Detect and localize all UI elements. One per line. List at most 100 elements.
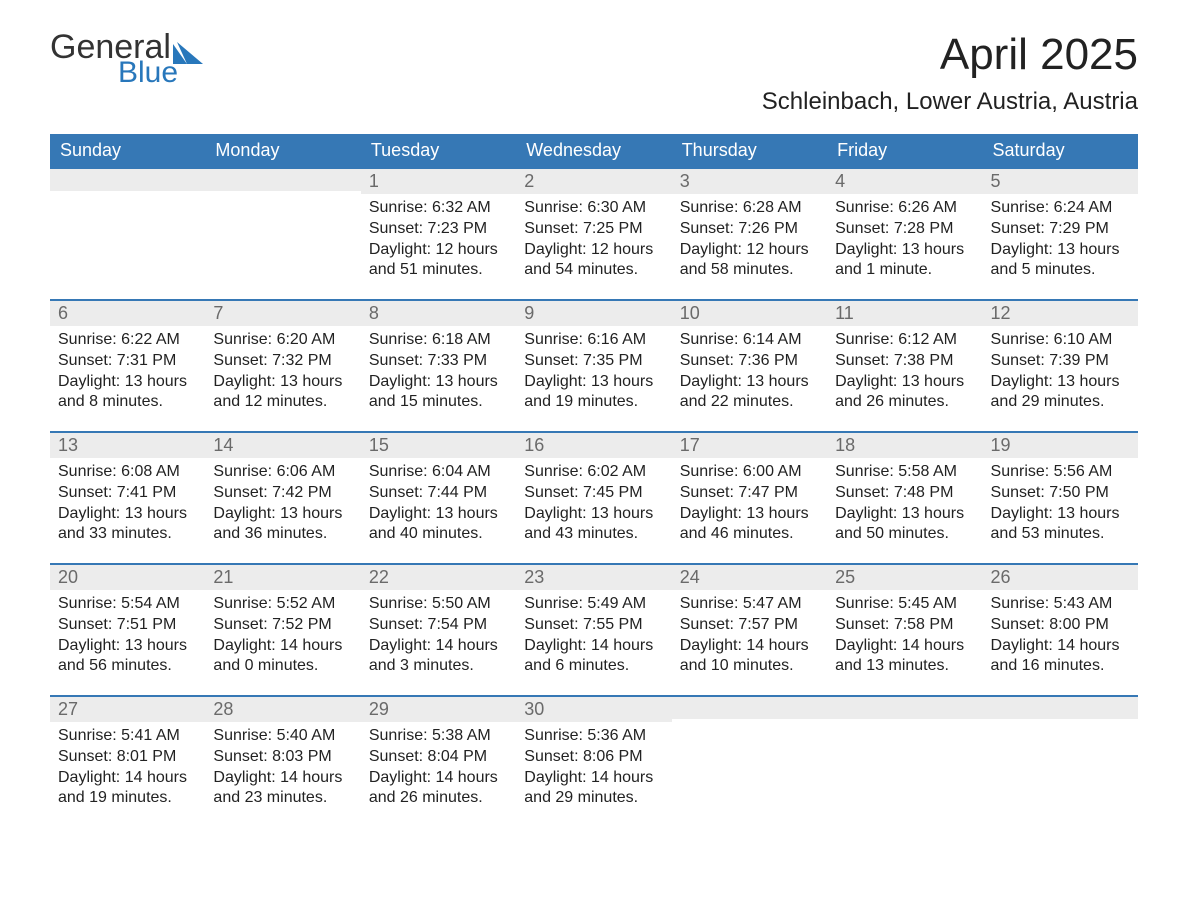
day-number: 27: [50, 697, 205, 722]
sunrise-line: Sunrise: 6:28 AM: [680, 198, 819, 219]
day-number: 22: [361, 565, 516, 590]
sunset-line: Sunset: 7:39 PM: [991, 351, 1130, 372]
logo-word2: Blue: [118, 58, 203, 88]
daylight-line-2: and 58 minutes.: [680, 260, 819, 281]
calendar-cell: 25Sunrise: 5:45 AMSunset: 7:58 PMDayligh…: [827, 564, 982, 696]
day-content: Sunrise: 5:52 AMSunset: 7:52 PMDaylight:…: [205, 590, 360, 685]
day-content: Sunrise: 6:02 AMSunset: 7:45 PMDaylight:…: [516, 458, 671, 553]
sunset-line: Sunset: 7:52 PM: [213, 615, 352, 636]
day-number: 23: [516, 565, 671, 590]
day-number: 11: [827, 301, 982, 326]
sunrise-line: Sunrise: 5:43 AM: [991, 594, 1130, 615]
day-number: [50, 169, 205, 191]
sunset-line: Sunset: 7:31 PM: [58, 351, 197, 372]
sunset-line: Sunset: 8:03 PM: [213, 747, 352, 768]
daylight-line-1: Daylight: 14 hours: [991, 636, 1130, 657]
daylight-line-2: and 13 minutes.: [835, 656, 974, 677]
day-content: Sunrise: 6:24 AMSunset: 7:29 PMDaylight:…: [983, 194, 1138, 289]
day-number: [827, 697, 982, 719]
day-number: 14: [205, 433, 360, 458]
sunset-line: Sunset: 7:57 PM: [680, 615, 819, 636]
daylight-line-1: Daylight: 13 hours: [58, 372, 197, 393]
day-content: Sunrise: 5:36 AMSunset: 8:06 PMDaylight:…: [516, 722, 671, 817]
calendar-header-row: Sunday Monday Tuesday Wednesday Thursday…: [50, 134, 1138, 168]
sunset-line: Sunset: 7:42 PM: [213, 483, 352, 504]
day-content: Sunrise: 5:40 AMSunset: 8:03 PMDaylight:…: [205, 722, 360, 817]
sunset-line: Sunset: 8:06 PM: [524, 747, 663, 768]
day-content: Sunrise: 6:28 AMSunset: 7:26 PMDaylight:…: [672, 194, 827, 289]
day-number: 6: [50, 301, 205, 326]
calendar-week-row: 27Sunrise: 5:41 AMSunset: 8:01 PMDayligh…: [50, 696, 1138, 827]
day-number: 17: [672, 433, 827, 458]
sunrise-line: Sunrise: 6:32 AM: [369, 198, 508, 219]
daylight-line-1: Daylight: 14 hours: [524, 636, 663, 657]
calendar-cell: 1Sunrise: 6:32 AMSunset: 7:23 PMDaylight…: [361, 168, 516, 300]
day-number: 10: [672, 301, 827, 326]
day-content: Sunrise: 6:00 AMSunset: 7:47 PMDaylight:…: [672, 458, 827, 553]
daylight-line-2: and 26 minutes.: [369, 788, 508, 809]
daylight-line-1: Daylight: 13 hours: [369, 372, 508, 393]
day-number: 13: [50, 433, 205, 458]
calendar-cell: 28Sunrise: 5:40 AMSunset: 8:03 PMDayligh…: [205, 696, 360, 827]
sunrise-line: Sunrise: 6:14 AM: [680, 330, 819, 351]
daylight-line-1: Daylight: 13 hours: [991, 372, 1130, 393]
day-number: 26: [983, 565, 1138, 590]
day-number: 4: [827, 169, 982, 194]
day-content: Sunrise: 5:56 AMSunset: 7:50 PMDaylight:…: [983, 458, 1138, 553]
day-number: 18: [827, 433, 982, 458]
daylight-line-1: Daylight: 13 hours: [991, 504, 1130, 525]
day-header: Thursday: [672, 134, 827, 168]
daylight-line-1: Daylight: 12 hours: [680, 240, 819, 261]
daylight-line-1: Daylight: 13 hours: [835, 504, 974, 525]
sunset-line: Sunset: 7:55 PM: [524, 615, 663, 636]
daylight-line-1: Daylight: 13 hours: [58, 504, 197, 525]
calendar-cell: 5Sunrise: 6:24 AMSunset: 7:29 PMDaylight…: [983, 168, 1138, 300]
calendar-cell: 26Sunrise: 5:43 AMSunset: 8:00 PMDayligh…: [983, 564, 1138, 696]
calendar-cell: 23 Sunrise: 5:49 AMSunset: 7:55 PMDayligh…: [516, 564, 671, 696]
calendar-cell: 21Sunrise: 5:52 AMSunset: 7:52 PMDayligh…: [205, 564, 360, 696]
sunrise-line: Sunrise: 5:45 AM: [835, 594, 974, 615]
sunrise-line: Sunrise: 5:49 AM: [524, 594, 663, 615]
calendar-cell: [205, 168, 360, 300]
day-number: 24: [672, 565, 827, 590]
day-number: 12: [983, 301, 1138, 326]
calendar-cell: 19Sunrise: 5:56 AMSunset: 7:50 PMDayligh…: [983, 432, 1138, 564]
calendar-cell: 7Sunrise: 6:20 AMSunset: 7:32 PMDaylight…: [205, 300, 360, 432]
calendar-cell: 24Sunrise: 5:47 AMSunset: 7:57 PMDayligh…: [672, 564, 827, 696]
sunrise-line: Sunrise: 6:08 AM: [58, 462, 197, 483]
sunset-line: Sunset: 7:38 PM: [835, 351, 974, 372]
day-content: Sunrise: 5:47 AMSunset: 7:57 PMDaylight:…: [672, 590, 827, 685]
day-number: 16: [516, 433, 671, 458]
calendar-week-row: 13Sunrise: 6:08 AMSunset: 7:41 PMDayligh…: [50, 432, 1138, 564]
day-content: Sunrise: 6:30 AMSunset: 7:25 PMDaylight:…: [516, 194, 671, 289]
daylight-line-2: and 3 minutes.: [369, 656, 508, 677]
daylight-line-2: and 53 minutes.: [991, 524, 1130, 545]
sunset-line: Sunset: 8:04 PM: [369, 747, 508, 768]
daylight-line-1: Daylight: 13 hours: [524, 372, 663, 393]
calendar-cell: 3Sunrise: 6:28 AMSunset: 7:26 PMDaylight…: [672, 168, 827, 300]
daylight-line-1: Daylight: 13 hours: [369, 504, 508, 525]
sunrise-line: Sunrise: 6:16 AM: [524, 330, 663, 351]
sunrise-line: Sunrise: 5:38 AM: [369, 726, 508, 747]
sunset-line: Sunset: 7:41 PM: [58, 483, 197, 504]
day-number: 30: [516, 697, 671, 722]
daylight-line-1: Daylight: 13 hours: [680, 372, 819, 393]
daylight-line-2: and 19 minutes.: [58, 788, 197, 809]
sunrise-line: Sunrise: 5:54 AM: [58, 594, 197, 615]
daylight-line-1: Daylight: 13 hours: [835, 372, 974, 393]
sunset-line: Sunset: 7:26 PM: [680, 219, 819, 240]
day-number: 19: [983, 433, 1138, 458]
daylight-line-2: and 5 minutes.: [991, 260, 1130, 281]
sunrise-line: Sunrise: 5:40 AM: [213, 726, 352, 747]
daylight-line-1: Daylight: 14 hours: [369, 768, 508, 789]
sunset-line: Sunset: 8:01 PM: [58, 747, 197, 768]
sunrise-line: Sunrise: 6:24 AM: [991, 198, 1130, 219]
daylight-line-2: and 0 minutes.: [213, 656, 352, 677]
daylight-line-1: Daylight: 13 hours: [524, 504, 663, 525]
day-number: [672, 697, 827, 719]
day-content: Sunrise: 5:45 AMSunset: 7:58 PMDaylight:…: [827, 590, 982, 685]
day-content: Sunrise: 5:58 AMSunset: 7:48 PMDaylight:…: [827, 458, 982, 553]
daylight-line-2: and 54 minutes.: [524, 260, 663, 281]
sunset-line: Sunset: 7:47 PM: [680, 483, 819, 504]
day-content: Sunrise: 6:20 AMSunset: 7:32 PMDaylight:…: [205, 326, 360, 421]
